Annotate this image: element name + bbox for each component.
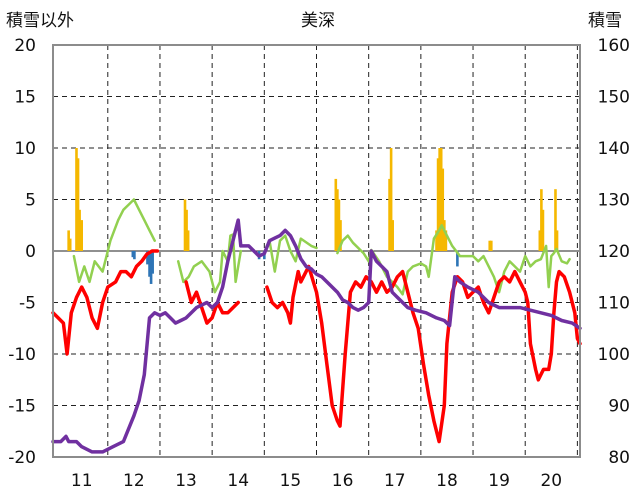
x-tick-label: 19 bbox=[488, 471, 510, 491]
bar bbox=[391, 220, 394, 251]
y-right-tick-label: 90 bbox=[608, 397, 630, 417]
left-axis-label: 積雪以外 bbox=[6, 11, 74, 31]
x-tick-label: 13 bbox=[175, 471, 197, 491]
series-line-2 bbox=[72, 198, 571, 296]
x-tick-label: 20 bbox=[540, 471, 562, 491]
bar bbox=[489, 240, 493, 251]
bar bbox=[186, 230, 190, 251]
bar bbox=[388, 178, 391, 251]
y-left-tick-label: 20 bbox=[14, 36, 36, 56]
bar bbox=[76, 158, 80, 251]
x-tick-label: 18 bbox=[436, 471, 458, 491]
y-left-tick-label: 15 bbox=[14, 88, 36, 108]
chart-title: 美深 bbox=[301, 11, 335, 31]
right-axis-label: 積雪 bbox=[588, 11, 622, 31]
bar bbox=[334, 178, 338, 251]
bar bbox=[540, 189, 543, 251]
y-left-tick-label: -15 bbox=[8, 397, 36, 417]
y-right-tick-label: 140 bbox=[598, 139, 630, 159]
left-y-axis: 20 15 10 5 0 -5 -10 -15 -20 bbox=[8, 36, 36, 468]
y-right-tick-label: 110 bbox=[598, 294, 630, 314]
y-left-tick-label: 10 bbox=[14, 139, 36, 159]
x-tick-label: 16 bbox=[332, 471, 354, 491]
series-line-3 bbox=[51, 249, 582, 444]
x-tick-label: 17 bbox=[384, 471, 406, 491]
y-left-tick-label: -10 bbox=[8, 345, 36, 365]
bar bbox=[75, 148, 78, 251]
line-series bbox=[51, 198, 582, 454]
bar bbox=[68, 238, 72, 251]
bar bbox=[439, 148, 443, 251]
bar bbox=[456, 251, 459, 267]
bar bbox=[554, 189, 557, 251]
bar bbox=[541, 209, 545, 251]
bar bbox=[149, 251, 153, 284]
y-right-tick-label: 150 bbox=[598, 88, 630, 108]
x-tick-label: 11 bbox=[71, 471, 93, 491]
x-tick-label: 12 bbox=[123, 471, 145, 491]
bar bbox=[133, 251, 136, 260]
bar bbox=[131, 251, 135, 258]
bar bbox=[538, 230, 542, 251]
bar bbox=[438, 148, 441, 251]
y-left-tick-label: 0 bbox=[25, 242, 36, 262]
bar bbox=[336, 189, 339, 251]
bar bbox=[67, 230, 70, 251]
bar bbox=[146, 251, 149, 265]
y-left-tick-label: -20 bbox=[8, 448, 36, 468]
series-line-4 bbox=[51, 218, 582, 454]
bar-series bbox=[67, 148, 559, 284]
y-right-tick-label: 100 bbox=[598, 345, 630, 365]
y-right-tick-label: 120 bbox=[598, 242, 630, 262]
bar bbox=[151, 251, 154, 274]
y-right-tick-label: 80 bbox=[608, 448, 630, 468]
bar bbox=[185, 209, 188, 251]
y-right-tick-label: 130 bbox=[598, 191, 630, 211]
x-tick-label: 14 bbox=[227, 471, 249, 491]
x-axis: 11 12 13 14 15 16 17 18 19 20 bbox=[71, 471, 562, 491]
y-left-tick-label: -5 bbox=[19, 294, 36, 314]
y-left-tick-label: 5 bbox=[25, 191, 36, 211]
bar bbox=[337, 199, 341, 251]
bar bbox=[148, 251, 151, 277]
right-y-axis: 160 150 140 130 120 110 100 90 80 bbox=[598, 36, 630, 468]
bar bbox=[80, 220, 83, 251]
plot-frame bbox=[52, 44, 581, 458]
bar bbox=[435, 230, 438, 251]
bar bbox=[443, 220, 446, 251]
bar bbox=[183, 199, 187, 251]
bar bbox=[389, 148, 393, 251]
bar bbox=[444, 230, 448, 251]
bar bbox=[488, 240, 492, 251]
bar bbox=[441, 168, 445, 251]
bar bbox=[436, 158, 440, 251]
y-right-tick-label: 160 bbox=[598, 36, 630, 56]
bar bbox=[78, 209, 81, 251]
x-tick-label: 15 bbox=[280, 471, 302, 491]
bar bbox=[339, 220, 342, 251]
bar bbox=[555, 230, 559, 251]
